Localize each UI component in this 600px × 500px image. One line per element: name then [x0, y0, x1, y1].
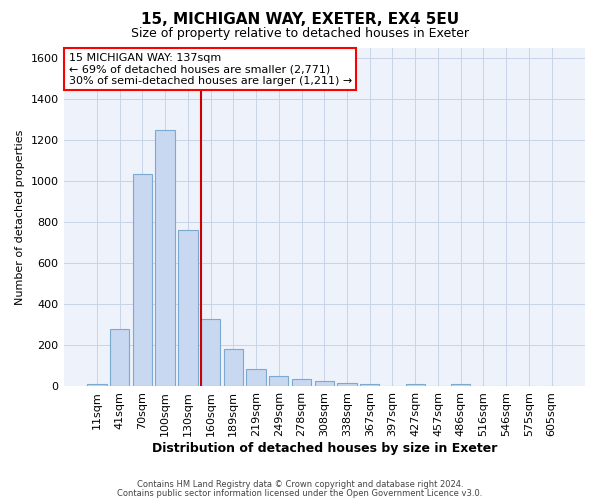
Bar: [269, 376, 289, 386]
Bar: [224, 350, 243, 387]
Bar: [406, 384, 425, 386]
Bar: [247, 369, 266, 386]
Bar: [314, 382, 334, 386]
Text: 15 MICHIGAN WAY: 137sqm
← 69% of detached houses are smaller (2,771)
30% of semi: 15 MICHIGAN WAY: 137sqm ← 69% of detache…: [69, 52, 352, 86]
X-axis label: Distribution of detached houses by size in Exeter: Distribution of detached houses by size …: [152, 442, 497, 455]
Text: Size of property relative to detached houses in Exeter: Size of property relative to detached ho…: [131, 28, 469, 40]
Text: Contains HM Land Registry data © Crown copyright and database right 2024.: Contains HM Land Registry data © Crown c…: [137, 480, 463, 489]
Bar: [201, 318, 220, 386]
Bar: [337, 383, 356, 386]
Y-axis label: Number of detached properties: Number of detached properties: [15, 130, 25, 304]
Bar: [110, 329, 130, 386]
Bar: [360, 384, 379, 386]
Bar: [178, 230, 197, 386]
Bar: [292, 378, 311, 386]
Text: 15, MICHIGAN WAY, EXETER, EX4 5EU: 15, MICHIGAN WAY, EXETER, EX4 5EU: [141, 12, 459, 28]
Bar: [87, 384, 107, 386]
Bar: [155, 130, 175, 386]
Bar: [133, 174, 152, 386]
Text: Contains public sector information licensed under the Open Government Licence v3: Contains public sector information licen…: [118, 488, 482, 498]
Bar: [451, 384, 470, 386]
